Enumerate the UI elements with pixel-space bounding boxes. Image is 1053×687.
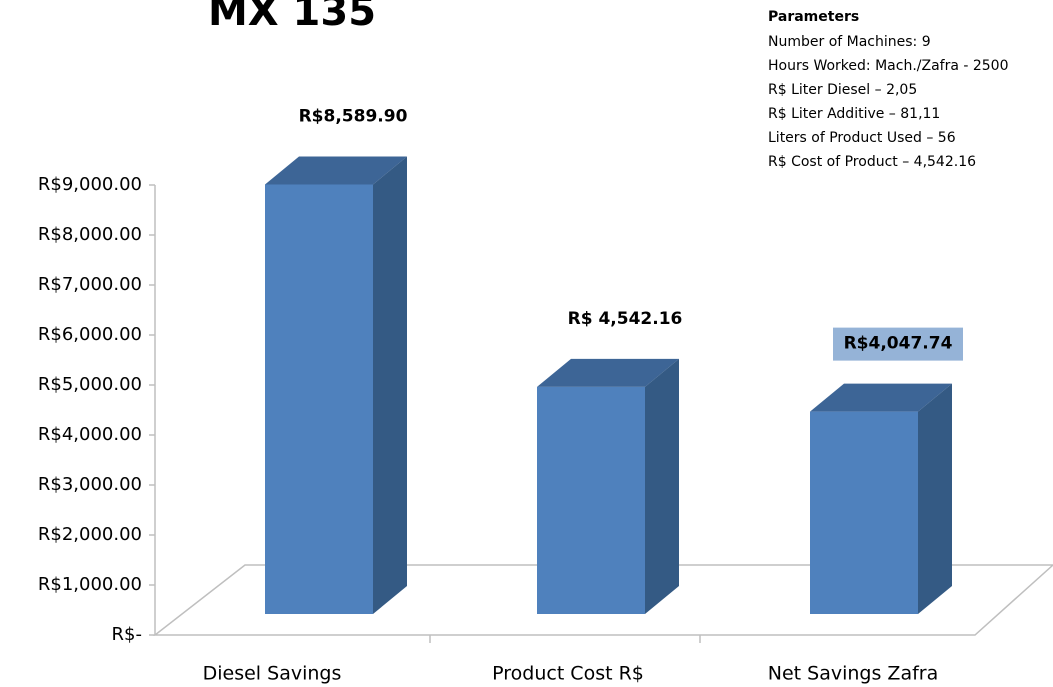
parameter-line: Hours Worked: Mach./Zafra - 2500 xyxy=(768,58,1009,74)
bar-side xyxy=(645,358,679,614)
y-tick-label: R$- xyxy=(112,624,142,645)
y-tick-label: R$2,000.00 xyxy=(38,524,142,545)
parameter-line: R$ Liter Diesel – 2,05 xyxy=(768,82,917,98)
y-tick-label: R$4,000.00 xyxy=(38,424,142,445)
bar xyxy=(265,184,373,614)
bar-side xyxy=(373,156,407,614)
bar xyxy=(810,411,918,614)
bar-top xyxy=(265,156,407,185)
y-tick-label: R$3,000.00 xyxy=(38,474,142,495)
value-label: R$ 4,542.16 xyxy=(568,309,683,329)
y-tick-label: R$5,000.00 xyxy=(38,374,142,395)
parameter-line: R$ Liter Additive – 81,11 xyxy=(768,106,940,122)
parameters-title: Parameters xyxy=(768,9,859,25)
y-tick-label: R$1,000.00 xyxy=(38,574,142,595)
y-tick-label: R$8,000.00 xyxy=(38,224,142,245)
floor xyxy=(152,564,1053,636)
bar-side xyxy=(918,383,952,614)
value-label-box xyxy=(833,327,963,361)
x-tick-label: Net Savings Zafra xyxy=(768,663,938,685)
x-tick-label: Product Cost R$ xyxy=(492,663,644,685)
x-tick-label: Diesel Savings xyxy=(203,663,342,685)
y-tick-label: R$7,000.00 xyxy=(38,274,142,295)
chart-title: MX 135 xyxy=(208,0,376,35)
bar-top xyxy=(810,383,952,412)
parameter-line: Number of Machines: 9 xyxy=(768,34,931,50)
y-tick-label: R$9,000.00 xyxy=(38,174,142,195)
parameter-line: Liters of Product Used – 56 xyxy=(768,130,956,146)
bar xyxy=(537,386,645,614)
y-tick-label: R$6,000.00 xyxy=(38,324,142,345)
bar-top xyxy=(537,358,679,387)
value-label: R$8,589.90 xyxy=(299,107,408,127)
parameter-line: R$ Cost of Product – 4,542.16 xyxy=(768,154,976,170)
value-label: R$4,047.74 xyxy=(844,334,953,354)
